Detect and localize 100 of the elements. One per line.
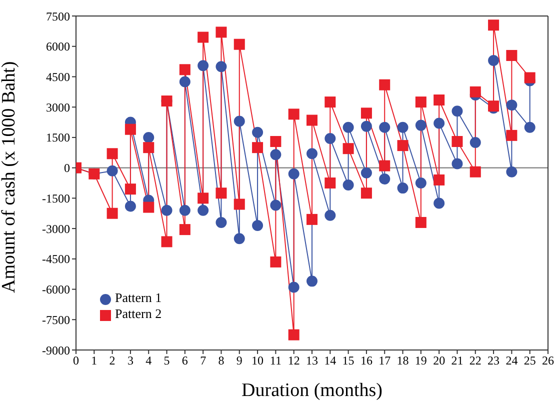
point	[342, 122, 354, 133]
point	[179, 64, 190, 76]
point	[324, 210, 336, 221]
x-tick-label: 18	[396, 354, 409, 368]
point	[379, 173, 390, 184]
x-tick-label: 0	[73, 354, 79, 368]
point	[434, 94, 445, 106]
point	[234, 198, 245, 210]
point	[306, 276, 318, 287]
x-axis-title: Duration (months)	[242, 380, 382, 401]
point	[234, 116, 245, 127]
point	[198, 204, 209, 216]
y-axis-title: Amount of cash (x 1000 Baht)	[0, 61, 20, 293]
point	[488, 20, 500, 31]
y-tick-label: 3000	[46, 100, 70, 114]
x-tick-label: 24	[506, 354, 518, 368]
point	[342, 180, 354, 191]
point	[270, 149, 282, 160]
point	[360, 167, 372, 178]
point	[288, 168, 300, 180]
point	[452, 158, 463, 170]
point	[198, 32, 209, 43]
point	[379, 160, 390, 172]
point	[161, 236, 172, 248]
point	[434, 198, 445, 209]
point	[252, 220, 264, 232]
x-tick-label: 5	[164, 354, 170, 368]
point	[198, 60, 209, 72]
point	[524, 72, 536, 84]
point	[306, 114, 318, 126]
x-tick-label: 4	[146, 354, 152, 368]
y-tick-label: -4500	[42, 252, 70, 266]
point	[216, 188, 227, 199]
x-tick-label: 2	[109, 354, 116, 368]
x-tick-label: 22	[469, 354, 482, 368]
point	[470, 86, 481, 98]
point	[415, 96, 426, 108]
x-tick-label: 12	[288, 354, 300, 368]
point	[415, 120, 426, 131]
point	[379, 79, 390, 90]
x-tick-label: 6	[182, 354, 188, 368]
point	[324, 178, 336, 188]
x-tick-label: 1	[91, 354, 98, 368]
point	[434, 174, 445, 186]
y-tick-label: -7500	[42, 312, 70, 327]
point	[143, 202, 154, 213]
y-tick-label: -6000	[42, 282, 70, 297]
x-tick-label: 9	[236, 354, 242, 368]
point	[452, 136, 463, 148]
point	[179, 224, 190, 236]
point	[270, 200, 282, 211]
y-tick-label: -1500	[42, 191, 70, 206]
point	[434, 118, 445, 129]
point	[106, 208, 118, 219]
point	[288, 108, 300, 120]
x-tick-label: 25	[524, 354, 536, 368]
point	[179, 204, 190, 216]
point	[143, 132, 154, 143]
point	[124, 124, 136, 135]
x-tick-label: 11	[270, 354, 282, 368]
point	[470, 137, 481, 148]
x-tick-label: 15	[342, 354, 354, 368]
point	[470, 166, 481, 178]
y-tick-label: 1500	[46, 130, 70, 145]
y-tick-label: 4500	[46, 70, 70, 84]
y-tick-label: -3000	[42, 222, 70, 236]
point	[106, 148, 118, 160]
point	[143, 142, 154, 154]
x-tick-label: 16	[360, 354, 372, 368]
point	[415, 178, 426, 188]
point	[360, 108, 372, 119]
x-tick-label: 23	[488, 354, 500, 368]
x-tick-label: 21	[451, 354, 464, 368]
point	[342, 143, 354, 154]
point	[415, 216, 426, 228]
x-tick-label: 26	[542, 354, 554, 368]
point	[379, 122, 390, 133]
point	[270, 136, 282, 148]
x-tick-label: 19	[414, 354, 427, 368]
point	[488, 55, 500, 66]
point	[106, 165, 118, 176]
y-tick-label: 7500	[46, 9, 70, 24]
point	[324, 132, 336, 144]
point	[216, 216, 227, 228]
y-tick-label: 6000	[46, 40, 70, 54]
point	[179, 76, 190, 88]
x-tick-label: 8	[218, 354, 224, 368]
point	[306, 148, 318, 160]
x-tick-label: 20	[433, 354, 446, 368]
y-tick-label: 0	[64, 161, 70, 176]
point	[216, 26, 227, 38]
point	[397, 122, 408, 133]
point	[288, 329, 300, 340]
point	[397, 140, 408, 152]
point	[161, 204, 172, 216]
point	[252, 142, 264, 154]
point	[452, 106, 463, 117]
x-tick-label: 17	[378, 354, 391, 368]
point	[198, 192, 209, 204]
point	[506, 50, 518, 61]
